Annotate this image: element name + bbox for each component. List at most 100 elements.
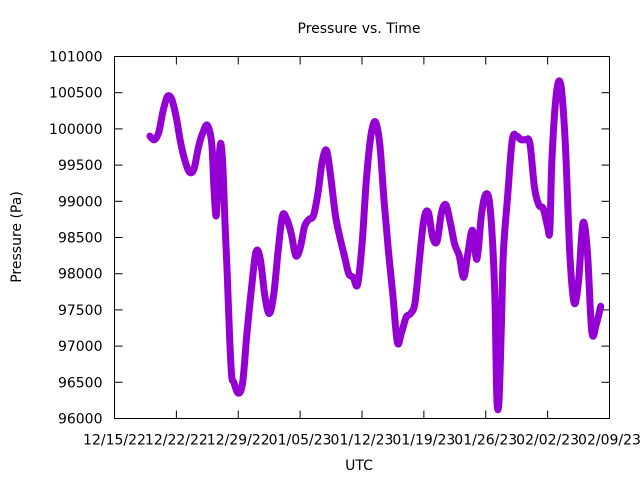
data-point: [504, 190, 511, 198]
data-point: [168, 96, 176, 104]
data-point: [213, 212, 220, 219]
data-point: [219, 161, 226, 169]
data-point: [562, 140, 569, 147]
data-point: [358, 241, 366, 248]
x-tick-label: 12/15/22: [83, 433, 146, 449]
data-point: [535, 201, 542, 209]
data-point: [228, 371, 235, 379]
data-point: [327, 176, 335, 183]
data-point: [177, 140, 184, 147]
data-point: [350, 274, 357, 281]
y-tick-label: 100500: [49, 86, 102, 102]
data-point: [215, 169, 222, 176]
y-tick-label: 99000: [58, 194, 103, 210]
data-point: [531, 183, 538, 190]
data-point: [173, 114, 180, 122]
data-point: [310, 212, 317, 219]
data-point: [208, 140, 215, 147]
data-point: [372, 118, 379, 125]
data-point: [579, 219, 587, 227]
data-point: [367, 132, 374, 140]
data-point: [221, 219, 229, 227]
y-tick-label: 98000: [58, 267, 103, 283]
data-point: [190, 165, 198, 172]
data-point: [314, 190, 321, 198]
data-point: [473, 256, 481, 263]
data-point: [288, 230, 295, 238]
data-point: [469, 227, 476, 234]
data-point: [261, 292, 268, 299]
data-point: [210, 183, 218, 190]
data-point: [283, 216, 291, 223]
data-point: [407, 310, 414, 317]
data-point: [155, 129, 162, 136]
data-point: [416, 256, 423, 263]
x-tick-label: 01/05/23: [269, 433, 332, 449]
y-tick-label: 97000: [58, 339, 103, 355]
axis-ticks: 96000 96500 97000 97500 98000 98500 99000 99500…: [49, 50, 640, 449]
data-point: [566, 248, 573, 256]
data-point: [195, 143, 202, 151]
data-point: [403, 313, 410, 321]
data-point: [239, 379, 246, 386]
data-point: [341, 252, 348, 259]
data-point: [575, 277, 582, 285]
data-point: [553, 89, 560, 96]
plot-frame: [114, 56, 610, 419]
data-point: [217, 140, 224, 147]
data-point: [509, 136, 516, 143]
data-point: [513, 132, 520, 140]
y-axis-label: Pressure (Pa): [9, 191, 25, 283]
x-tick-label: 02/02/23: [516, 433, 579, 449]
data-point: [540, 205, 547, 212]
data-point: [274, 248, 282, 256]
data-point: [292, 252, 299, 259]
data-point: [429, 234, 436, 241]
data-point: [491, 285, 498, 292]
data-point: [385, 248, 392, 256]
data-point: [500, 248, 507, 256]
data-point: [498, 328, 505, 335]
data-point: [224, 270, 231, 277]
y-tick-label: 100000: [49, 122, 102, 138]
data-point: [584, 248, 591, 256]
y-tick-label: 99500: [58, 158, 103, 174]
data-point: [420, 216, 428, 223]
data-point: [186, 169, 193, 176]
data-point: [159, 107, 167, 115]
data-point: [319, 158, 326, 165]
data-point: [456, 252, 463, 259]
data-point: [570, 299, 578, 306]
data-point: [478, 212, 485, 219]
data-point: [517, 136, 525, 143]
data-point: [146, 132, 154, 140]
data-point: [151, 136, 158, 143]
data-point: [226, 328, 233, 335]
chart-title: Pressure vs. Time: [298, 21, 421, 37]
data-point: [380, 198, 388, 205]
data-point: [451, 241, 458, 248]
data-point: [389, 292, 397, 299]
x-tick-label: 02/09/23: [578, 433, 640, 449]
data-point: [442, 201, 450, 209]
x-tick-label: 12/29/22: [207, 433, 270, 449]
data-point: [593, 321, 600, 328]
data-point: [447, 219, 454, 227]
y-tick-label: 97500: [58, 303, 103, 319]
x-tick-label: 01/19/23: [392, 433, 455, 449]
x-tick-label: 12/22/22: [145, 433, 208, 449]
data-point: [279, 212, 286, 219]
data-point: [323, 147, 330, 154]
data-point: [248, 285, 255, 292]
x-axis-label: UTC: [345, 458, 373, 474]
data-point: [487, 205, 494, 212]
data-point: [394, 339, 401, 346]
y-tick-label: 98500: [58, 231, 103, 247]
data-point: [376, 140, 383, 147]
data-point: [235, 390, 242, 397]
pressure-series-line: [146, 77, 605, 414]
data-point: [522, 136, 529, 143]
data-point: [425, 209, 432, 216]
data-point: [164, 93, 171, 100]
